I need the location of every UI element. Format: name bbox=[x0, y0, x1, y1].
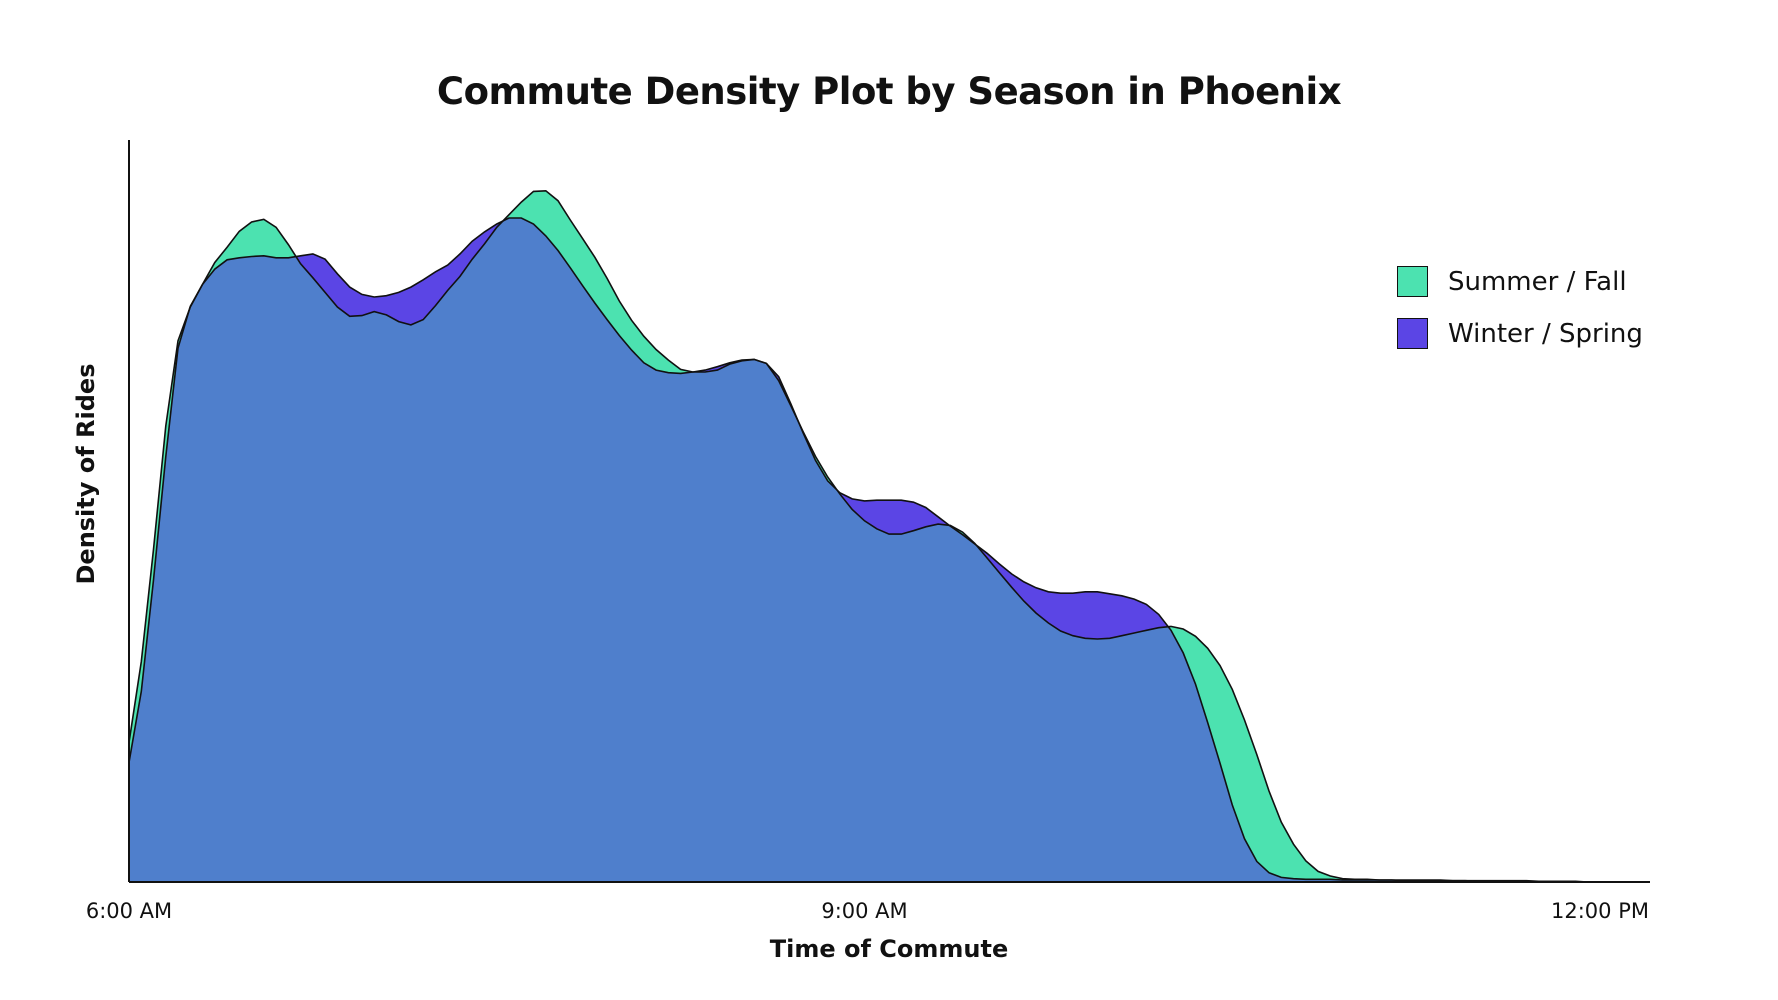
legend: Summer / Fall Winter / Spring bbox=[1397, 264, 1643, 368]
legend-label-summer-fall: Summer / Fall bbox=[1448, 266, 1627, 297]
chart-title: Commute Density Plot by Season in Phoeni… bbox=[436, 70, 1342, 113]
x-tick-label: 12:00 PM bbox=[1551, 899, 1649, 923]
y-axis-label: Density of Rides bbox=[72, 363, 100, 585]
plot-areas bbox=[128, 189, 1649, 883]
legend-swatch-winter-spring bbox=[1397, 318, 1428, 349]
x-tick-labels: 6:00 AM 9:00 AM 12:00 PM bbox=[86, 899, 1649, 923]
x-tick-label: 9:00 AM bbox=[821, 899, 907, 923]
legend-label-winter-spring: Winter / Spring bbox=[1448, 318, 1643, 349]
legend-swatch-summer-fall bbox=[1397, 266, 1428, 297]
x-axis-label: Time of Commute bbox=[769, 935, 1009, 963]
area-overlap bbox=[129, 218, 1649, 882]
legend-item-summer-fall: Summer / Fall bbox=[1397, 264, 1643, 299]
x-tick-label: 6:00 AM bbox=[86, 899, 172, 923]
legend-item-winter-spring: Winter / Spring bbox=[1397, 316, 1643, 351]
outline-winter-spring bbox=[128, 217, 1649, 883]
